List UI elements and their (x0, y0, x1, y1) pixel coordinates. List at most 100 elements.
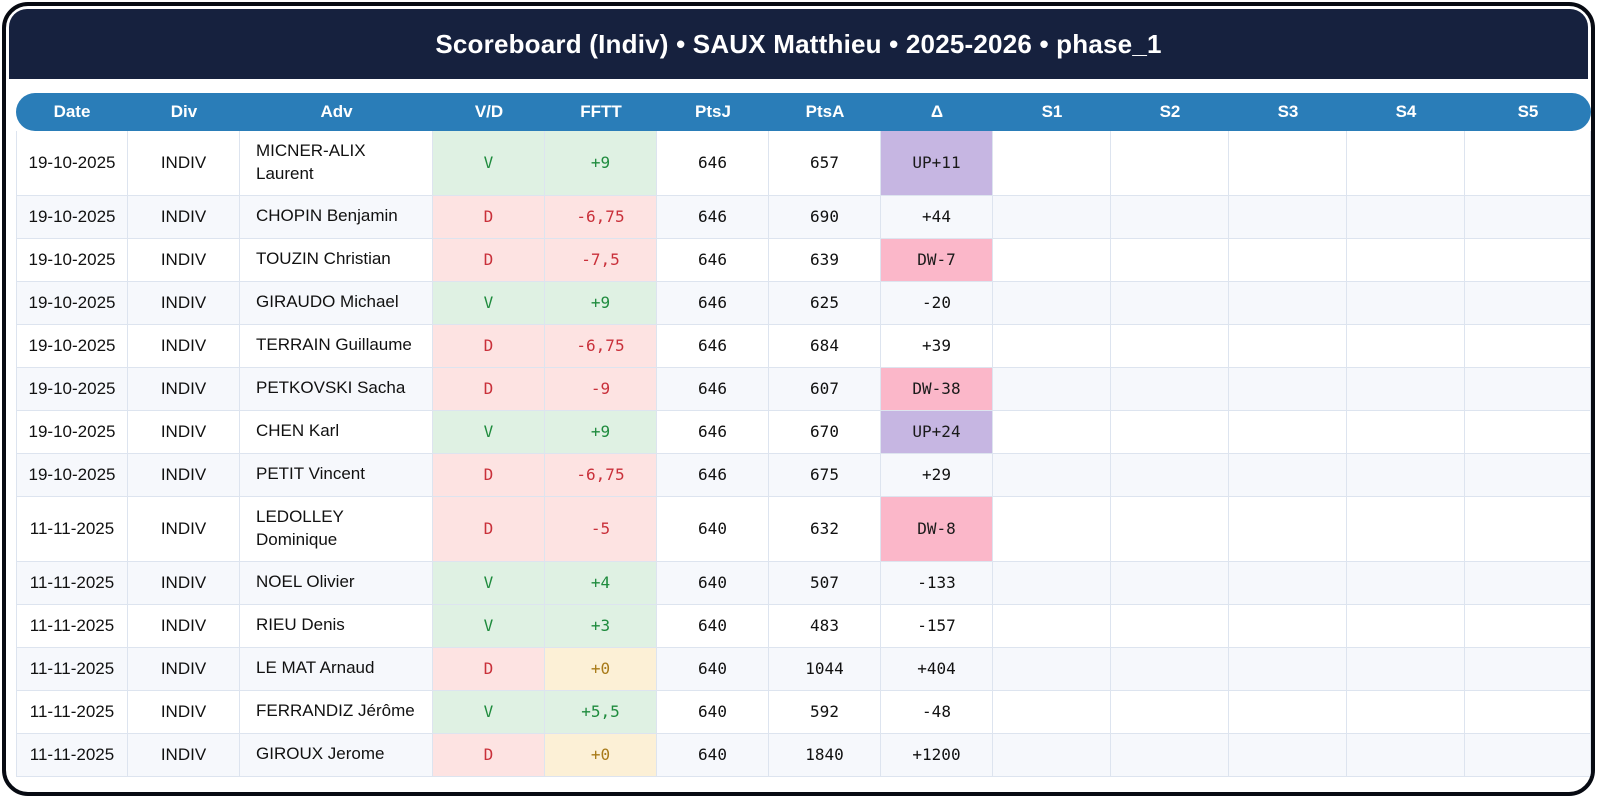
cell-date: 11-11-2025 (16, 496, 128, 562)
cell-delta: +1200 (881, 733, 993, 777)
cell-fftt: -7,5 (545, 238, 657, 282)
cell-div: INDIV (128, 604, 240, 648)
table-row: 11-11-2025 INDIV GIROUX Jerome D +0 640 1840 +1… (16, 733, 1591, 777)
cell-vd: V (433, 604, 545, 648)
cell-date: 11-11-2025 (16, 561, 128, 605)
cell-s4 (1347, 281, 1465, 325)
cell-date: 19-10-2025 (16, 131, 128, 196)
cell-s4 (1347, 238, 1465, 282)
cell-s2 (1111, 496, 1229, 562)
col-header-s5: S5 (1465, 93, 1591, 131)
col-header-ptsj: PtsJ (657, 93, 769, 131)
cell-s3 (1229, 131, 1347, 196)
cell-s2 (1111, 453, 1229, 497)
cell-ptsa: 657 (769, 131, 881, 196)
cell-ptsj: 646 (657, 131, 769, 196)
cell-s2 (1111, 733, 1229, 777)
col-header-fftt: FFTT (545, 93, 657, 131)
cell-adv: GIROUX Jerome (240, 733, 433, 777)
col-header-adv: Adv (240, 93, 433, 131)
cell-date: 19-10-2025 (16, 238, 128, 282)
cell-div: INDIV (128, 690, 240, 734)
cell-s4 (1347, 604, 1465, 648)
cell-s3 (1229, 367, 1347, 411)
cell-vd: D (433, 367, 545, 411)
cell-s4 (1347, 561, 1465, 605)
cell-s2 (1111, 690, 1229, 734)
cell-ptsa: 592 (769, 690, 881, 734)
cell-date: 11-11-2025 (16, 690, 128, 734)
cell-s3 (1229, 690, 1347, 734)
table-body: 19-10-2025 INDIV MICNER-ALIX Laurent V +9 646… (16, 131, 1591, 777)
cell-s1 (993, 324, 1111, 368)
cell-ptsa: 625 (769, 281, 881, 325)
cell-delta: DW-38 (881, 367, 993, 411)
cell-s1 (993, 453, 1111, 497)
cell-ptsa: 607 (769, 367, 881, 411)
scoreboard-table: Date Div Adv V/D FFTT PtsJ PtsA Δ S1 S2 S3 S4 S5 19-… (16, 93, 1591, 777)
table-row: 19-10-2025 INDIV CHOPIN Benjamin D -6,75 646 6… (16, 195, 1591, 239)
cell-div: INDIV (128, 131, 240, 196)
cell-s2 (1111, 195, 1229, 239)
cell-s1 (993, 238, 1111, 282)
cell-vd: D (433, 733, 545, 777)
cell-vd: D (433, 324, 545, 368)
cell-s1 (993, 131, 1111, 196)
cell-ptsj: 646 (657, 281, 769, 325)
col-header-div: Div (128, 93, 240, 131)
cell-s5 (1465, 733, 1591, 777)
cell-s5 (1465, 410, 1591, 454)
cell-div: INDIV (128, 410, 240, 454)
cell-s5 (1465, 195, 1591, 239)
col-header-date: Date (16, 93, 128, 131)
cell-s1 (993, 690, 1111, 734)
cell-s5 (1465, 690, 1591, 734)
cell-div: INDIV (128, 733, 240, 777)
cell-ptsj: 646 (657, 324, 769, 368)
cell-s4 (1347, 647, 1465, 691)
cell-date: 11-11-2025 (16, 733, 128, 777)
cell-fftt: +3 (545, 604, 657, 648)
cell-s2 (1111, 324, 1229, 368)
table-row: 19-10-2025 INDIV GIRAUDO Michael V +9 646 625-… (16, 281, 1591, 325)
cell-s2 (1111, 131, 1229, 196)
cell-s1 (993, 410, 1111, 454)
cell-vd: D (433, 453, 545, 497)
cell-fftt: +9 (545, 131, 657, 196)
cell-ptsj: 640 (657, 647, 769, 691)
cell-s4 (1347, 496, 1465, 562)
cell-s1 (993, 496, 1111, 562)
cell-vd: V (433, 690, 545, 734)
table-row: 11-11-2025 INDIV NOEL Olivier V +4 640 507 -133 (16, 561, 1591, 605)
cell-ptsj: 640 (657, 733, 769, 777)
cell-adv: FERRANDIZ Jérôme (240, 690, 433, 734)
cell-s2 (1111, 281, 1229, 325)
cell-s3 (1229, 733, 1347, 777)
header-row: Date Div Adv V/D FFTT PtsJ PtsA Δ S1 S2 S3 S4 S5 (16, 93, 1591, 131)
cell-ptsa: 639 (769, 238, 881, 282)
cell-s4 (1347, 690, 1465, 734)
cell-ptsa: 507 (769, 561, 881, 605)
table-row: 19-10-2025 INDIV PETKOVSKI Sacha D -9 646 607 D… (16, 367, 1591, 411)
cell-fftt: -6,75 (545, 453, 657, 497)
cell-vd: D (433, 647, 545, 691)
table-row: 19-10-2025 INDIV CHEN Karl V +9 646 670 UP+24 (16, 410, 1591, 454)
cell-s5 (1465, 453, 1591, 497)
cell-s4 (1347, 453, 1465, 497)
cell-ptsj: 646 (657, 238, 769, 282)
cell-fftt: -6,75 (545, 195, 657, 239)
cell-adv: LEDOLLEY Dominique (240, 496, 433, 562)
cell-vd: V (433, 410, 545, 454)
col-header-vd: V/D (433, 93, 545, 131)
cell-delta: +404 (881, 647, 993, 691)
cell-delta: +44 (881, 195, 993, 239)
cell-ptsj: 640 (657, 496, 769, 562)
cell-s3 (1229, 453, 1347, 497)
cell-fftt: +4 (545, 561, 657, 605)
cell-fftt: -5 (545, 496, 657, 562)
cell-fftt: -9 (545, 367, 657, 411)
cell-s3 (1229, 324, 1347, 368)
cell-s3 (1229, 561, 1347, 605)
cell-delta: +29 (881, 453, 993, 497)
cell-s3 (1229, 647, 1347, 691)
